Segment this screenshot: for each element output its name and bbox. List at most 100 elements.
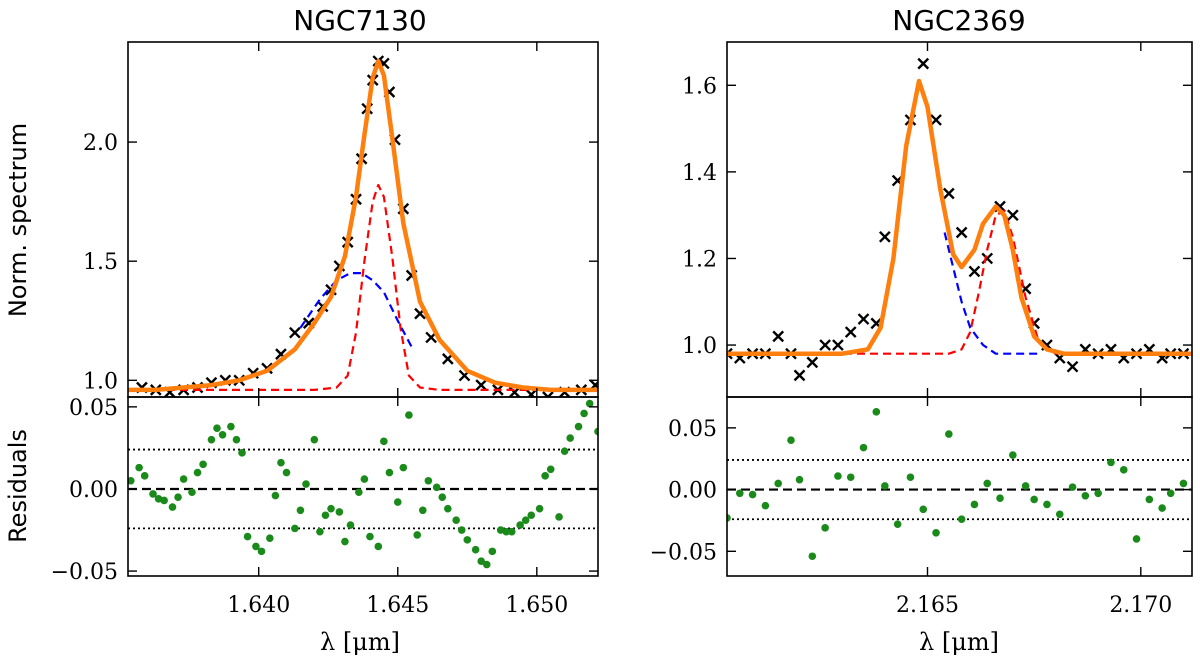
x-tick-label: 2.170 xyxy=(1109,593,1172,618)
spectrum-plot-area xyxy=(128,55,598,397)
residual-point xyxy=(482,560,491,569)
residual-point xyxy=(366,532,374,541)
residuals-frame xyxy=(127,396,599,577)
residual-point xyxy=(808,552,817,561)
residual-point xyxy=(471,545,480,554)
data-point-marker xyxy=(942,187,955,200)
residual-point xyxy=(585,399,594,408)
spectrum-frame xyxy=(127,41,599,398)
data-point-marker xyxy=(857,313,870,325)
data-point-marker xyxy=(955,226,968,239)
component-fit-line-blue xyxy=(299,272,413,348)
residual-point xyxy=(787,436,795,445)
residual-point xyxy=(140,472,149,480)
data-point-marker xyxy=(525,388,538,397)
panel-ngc7130: NGC7130 Norm. spectrum Residuals λ [μm] … xyxy=(4,4,599,656)
data-point-marker xyxy=(727,347,733,360)
residual-point xyxy=(507,527,516,536)
spectrum-frame xyxy=(726,41,1193,398)
x-tick-label: 2.165 xyxy=(896,593,959,618)
residual-point xyxy=(360,475,369,483)
residual-point xyxy=(872,408,881,416)
residual-point xyxy=(881,482,889,490)
residual-point xyxy=(385,468,394,477)
residual-point xyxy=(252,542,260,551)
residual-point xyxy=(546,465,555,474)
residual-point xyxy=(1119,466,1128,474)
residual-point xyxy=(1166,489,1175,498)
data-point-marker xyxy=(772,330,785,343)
residual-point xyxy=(321,511,330,520)
residual-point xyxy=(380,437,388,446)
residual-point xyxy=(957,515,966,524)
residuals-plot-area xyxy=(727,408,1192,561)
data-point-marker xyxy=(793,369,806,382)
data-point-marker xyxy=(930,114,942,126)
residual-point xyxy=(218,430,227,439)
residual-point xyxy=(346,521,355,529)
total-fit-line xyxy=(727,78,1192,356)
residual-point xyxy=(521,516,530,524)
residual-point xyxy=(1158,504,1166,512)
data-point-marker xyxy=(878,230,891,243)
residual-point xyxy=(477,557,485,566)
residual-point xyxy=(1030,495,1038,504)
residual-point xyxy=(560,447,569,455)
residual-point xyxy=(566,434,574,442)
residual-point xyxy=(174,493,182,501)
residual-point xyxy=(580,409,588,418)
residual-point xyxy=(859,443,868,452)
residual-point xyxy=(257,547,266,556)
residual-point xyxy=(735,489,744,498)
residual-point xyxy=(393,498,402,506)
residual-point xyxy=(238,449,246,457)
residual-point xyxy=(128,476,135,485)
residual-point xyxy=(834,472,842,480)
x-tick-label: 1.640 xyxy=(227,593,290,618)
data-point-marker xyxy=(1006,209,1019,222)
y-tick-label: 1.4 xyxy=(682,161,717,186)
residual-point xyxy=(341,537,349,546)
residual-point xyxy=(970,500,979,509)
data-point-marker xyxy=(819,339,831,351)
residual-point xyxy=(535,504,544,513)
residual-point xyxy=(193,468,202,477)
residual-point xyxy=(1043,500,1051,509)
spectrum-plot-area xyxy=(727,57,1192,382)
residual-point xyxy=(527,511,536,520)
residual-point xyxy=(555,513,563,521)
residual-point xyxy=(1009,451,1017,459)
y-tick-label: −0.05 xyxy=(51,560,118,585)
residual-point xyxy=(983,479,992,488)
residual-point xyxy=(1021,482,1030,490)
residual-point xyxy=(906,473,915,482)
x-tick-label: 1.645 xyxy=(366,593,429,618)
x-tick-label: 1.650 xyxy=(505,593,568,618)
residual-point xyxy=(399,463,408,472)
data-point-marker xyxy=(917,57,930,70)
y-axis-label-spectrum: Norm. spectrum xyxy=(4,123,32,317)
component-fit-line-red xyxy=(128,183,598,391)
x-axis-label: λ [μm] xyxy=(919,628,999,656)
y-tick-label: 0.00 xyxy=(69,478,118,503)
residual-point xyxy=(296,506,305,515)
residual-point xyxy=(1094,489,1102,498)
residual-point xyxy=(594,427,598,436)
data-point-marker xyxy=(475,379,488,391)
data-point-marker xyxy=(1066,360,1079,373)
residual-point xyxy=(310,435,319,444)
residual-point xyxy=(727,514,731,522)
residual-point xyxy=(574,422,583,431)
data-point-marker xyxy=(806,356,819,369)
residual-point xyxy=(1107,458,1115,467)
y-tick-label: 1.0 xyxy=(83,369,118,394)
residual-point xyxy=(413,531,422,539)
data-point-marker xyxy=(542,391,554,397)
residual-point xyxy=(135,463,143,472)
residual-point xyxy=(179,475,188,483)
residual-point xyxy=(232,435,241,444)
residual-point xyxy=(1179,479,1188,488)
residual-point xyxy=(149,490,157,498)
residual-point xyxy=(932,528,940,537)
residuals-axes: −0.05 0.00 0.05 2.165 2.170 xyxy=(650,396,1193,618)
